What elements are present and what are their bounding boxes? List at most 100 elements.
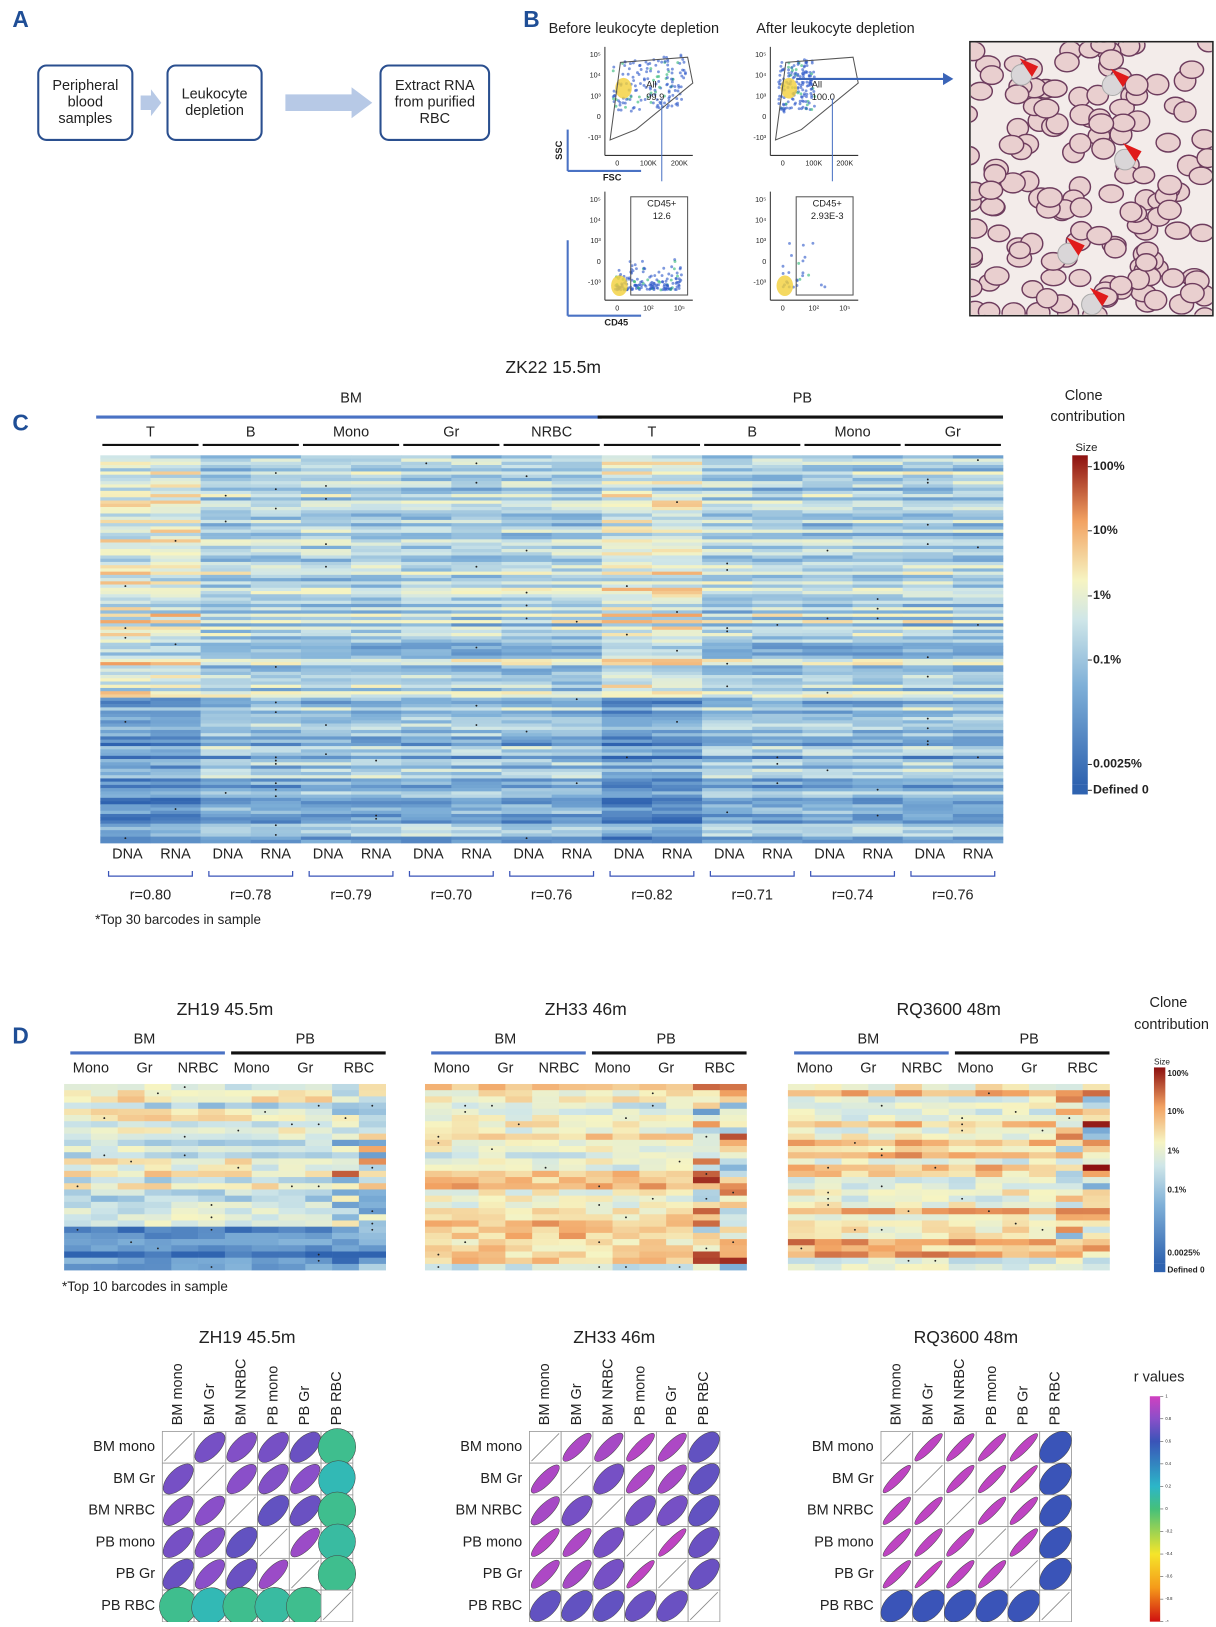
heat-cell	[652, 740, 702, 744]
heat-cell	[903, 594, 953, 598]
heat-cell	[150, 607, 200, 611]
heat-cell	[501, 762, 551, 766]
heat-cell	[252, 1202, 279, 1209]
heat-cell	[91, 1090, 118, 1097]
heat-cell	[150, 762, 200, 766]
heat-cell	[225, 1152, 252, 1159]
heat-cell	[903, 549, 953, 553]
heat-cell	[532, 1239, 559, 1246]
heat-cell	[702, 707, 752, 711]
defined-zero	[1072, 784, 1088, 794]
heat-cell	[788, 1202, 815, 1209]
heat-cell	[552, 740, 602, 744]
heat-cell	[802, 662, 852, 666]
heat-cell	[552, 497, 602, 501]
heat-cell	[868, 1239, 895, 1246]
heat-cell	[666, 1233, 693, 1240]
heat-cell	[198, 1183, 225, 1190]
legend-tick-label: 10%	[1093, 523, 1118, 537]
heat-cell	[1029, 1115, 1056, 1122]
heat-cell	[501, 455, 551, 459]
heat-cell	[64, 1177, 91, 1184]
heat-cell	[251, 691, 301, 695]
heat-cell	[118, 1115, 145, 1122]
heat-cell	[602, 620, 652, 624]
heat-cell	[559, 1146, 586, 1153]
heat-cell	[752, 636, 802, 640]
heat-cell	[702, 601, 752, 605]
heat-cell	[150, 555, 200, 559]
heat-cell	[301, 814, 351, 818]
heat-cell	[903, 559, 953, 563]
heat-cell	[401, 759, 451, 763]
heat-cell	[351, 785, 401, 789]
heat-cell	[949, 1146, 976, 1153]
heat-cell	[171, 1251, 198, 1258]
heat-cell	[351, 685, 401, 689]
heat-cell	[401, 604, 451, 608]
heat-cell	[720, 1258, 747, 1265]
heat-cell	[552, 766, 602, 770]
event-dot	[657, 75, 660, 78]
heat-cell	[64, 1220, 91, 1227]
heat-cell	[802, 530, 852, 534]
heat-cell	[251, 513, 301, 517]
heat-cell	[301, 526, 351, 530]
heat-cell	[501, 478, 551, 482]
heat-cell	[351, 575, 401, 579]
heat-cell	[451, 562, 501, 566]
heat-cell	[666, 1096, 693, 1103]
event-dot	[809, 74, 812, 77]
heat-cell	[752, 743, 802, 747]
dna-label: DNA	[313, 846, 344, 862]
heat-cell	[252, 1090, 279, 1097]
heat-cell	[251, 639, 301, 643]
heat-cell	[501, 756, 551, 760]
star	[705, 1173, 707, 1175]
heat-cell	[922, 1245, 949, 1252]
heat-cell	[652, 513, 702, 517]
heat-cell	[401, 820, 451, 824]
heat-cell	[613, 1096, 640, 1103]
heat-cell	[351, 753, 401, 757]
star	[325, 566, 327, 568]
column-label: PB RBC	[329, 1371, 345, 1425]
heat-cell	[953, 555, 1003, 559]
rbc	[1005, 85, 1028, 104]
heat-cell	[150, 756, 200, 760]
heat-cell	[201, 633, 251, 637]
heat-cell	[652, 552, 702, 556]
heat-cell	[903, 814, 953, 818]
heat-cell	[351, 804, 401, 808]
heat-cell	[351, 588, 401, 592]
star	[726, 563, 728, 565]
event-dot	[646, 278, 649, 281]
heat-cell	[953, 795, 1003, 799]
heat-cell	[351, 539, 401, 543]
heat-cell	[198, 1152, 225, 1159]
heat-cell	[305, 1127, 332, 1134]
heat-cell	[351, 536, 401, 540]
heat-cell	[853, 756, 903, 760]
heat-cell	[501, 610, 551, 614]
heat-cell	[1083, 1264, 1110, 1271]
heat-cell	[903, 578, 953, 582]
heat-cell	[652, 585, 702, 589]
event-dot	[617, 108, 620, 111]
heat-cell	[559, 1158, 586, 1165]
heat-cell	[351, 533, 401, 537]
heat-cell	[853, 766, 903, 770]
heat-cell	[351, 775, 401, 779]
heat-cell	[401, 559, 451, 563]
group-label: PB	[657, 1031, 676, 1047]
heat-cell	[501, 669, 551, 673]
heat-cell	[602, 723, 652, 727]
heat-cell	[853, 649, 903, 653]
heat-cell	[815, 1127, 842, 1134]
heat-cell	[252, 1208, 279, 1215]
heat-cell	[100, 827, 150, 831]
heat-cell	[505, 1233, 532, 1240]
legend-title: contribution	[1134, 1017, 1209, 1033]
footnote: *Top 30 barcodes in sample	[95, 912, 261, 927]
heat-cell	[225, 1171, 252, 1178]
